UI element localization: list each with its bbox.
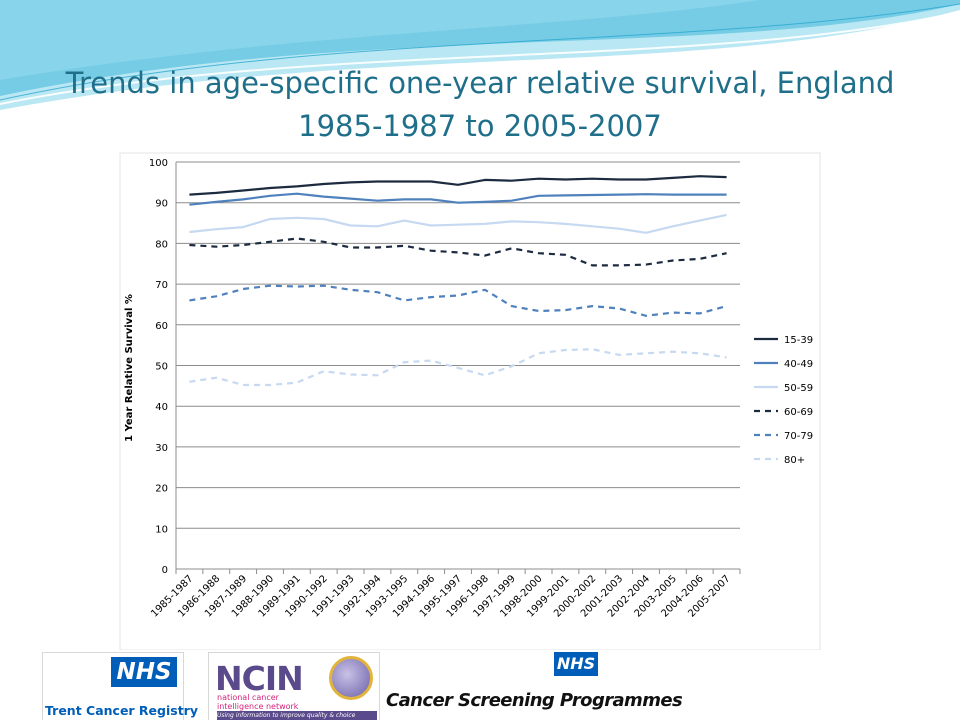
series-line-70-79 — [189, 284, 727, 317]
legend-label: 15-39 — [784, 335, 813, 346]
grid — [176, 161, 740, 570]
title-line-2: 1985-1987 to 2005-2007 — [298, 109, 662, 143]
y-tick-label: 70 — [155, 280, 168, 291]
y-tick-label: 40 — [155, 402, 168, 413]
cancer-screening-programmes-text: Cancer Screening Programmes — [386, 690, 683, 711]
globe-icon — [329, 656, 373, 700]
ncin-subtitle: national cancer intelligence network — [217, 693, 299, 711]
ncin-logo: NCIN national cancer intelligence networ… — [208, 652, 380, 720]
y-tick-label: 60 — [155, 321, 168, 332]
chart-area — [119, 152, 821, 650]
y-tick-label: 0 — [162, 565, 168, 576]
line-chart: 01020304050607080901001985-19871986-1988… — [119, 152, 821, 650]
slide-title: Trends in age-specific one-year relative… — [30, 62, 930, 148]
trent-cancer-registry-logo: NHS Trent Cancer Registry — [42, 652, 198, 720]
legend-label: 70-79 — [784, 431, 813, 442]
y-tick-label: 100 — [149, 158, 168, 169]
cancer-screening-programmes-logo: NHS Cancer Screening Programmes — [384, 652, 683, 720]
series-line-40-49 — [189, 192, 727, 206]
y-tick-label: 10 — [155, 524, 168, 535]
legend-label: 60-69 — [784, 407, 813, 418]
ncin-wordmark: NCIN — [215, 659, 304, 698]
ncin-tagline: Using information to improve quality & c… — [217, 711, 377, 720]
legend-label: 80+ — [784, 455, 805, 466]
y-tick-label: 80 — [155, 239, 168, 250]
series-line-80-plus — [189, 348, 727, 387]
series-line-15-39 — [189, 175, 727, 196]
y-tick-label: 30 — [155, 443, 168, 454]
header-decoration — [0, 0, 960, 110]
y-tick-label: 50 — [155, 362, 168, 373]
trent-cancer-registry-text: Trent Cancer Registry — [45, 703, 198, 718]
nhs-logo-badge: NHS — [554, 652, 598, 676]
y-axis-label: 1 Year Relative Survival % — [124, 294, 135, 442]
series-line-50-59 — [189, 213, 727, 234]
nhs-logo-badge: NHS — [111, 657, 177, 687]
y-tick-label: 90 — [155, 199, 168, 210]
legend: 15-39 40-49 50-59 60-69 70-79 80+ — [754, 335, 813, 466]
series-line-60-69 — [189, 237, 727, 267]
series-lines — [189, 175, 727, 387]
legend-label: 50-59 — [784, 383, 813, 394]
title-line-1: Trends in age-specific one-year relative… — [65, 66, 895, 100]
y-tick-label: 20 — [155, 484, 168, 495]
legend-label: 40-49 — [784, 359, 813, 370]
